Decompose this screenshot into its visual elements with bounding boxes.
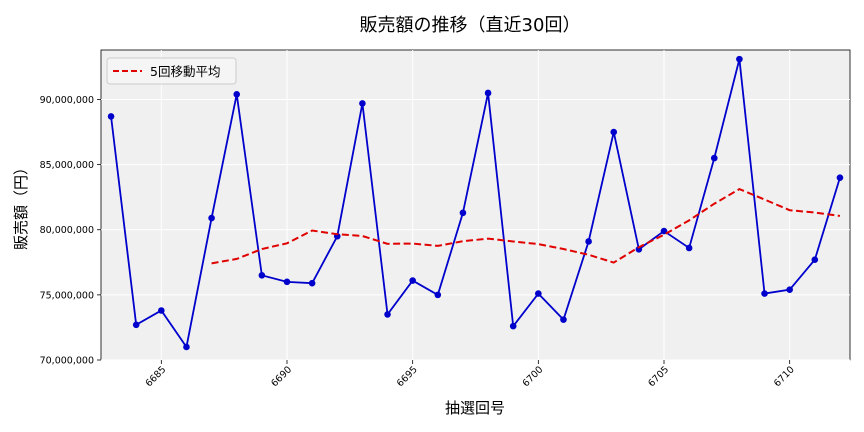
y-ticks: 70,000,000 75,000,000 80,000,000 85,000,000… [40,95,101,367]
y-tick-label: 75,000,000 [40,290,94,301]
y-tick-label: 80,000,000 [40,225,94,236]
sales-point [761,290,768,297]
moving-average-line [211,187,841,265]
sales-point [158,307,165,314]
legend: 5回移動平均 [106,57,237,85]
y-tick-label: 90,000,000 [40,95,94,106]
chart-title: 販売額の推移（直近30回） [360,15,581,36]
sales-point [384,311,391,318]
x-tick-label: 6695 [395,364,420,389]
legend-label-moving-average: 5回移動平均 [150,64,220,79]
series-layer [107,55,844,351]
sales-point [132,321,140,329]
x-ticks: 6685 6690 6695 6700 6705 6710 [144,360,797,389]
x-tick-label: 6685 [144,364,169,389]
sales-point [308,279,316,287]
sales-point [359,100,366,107]
x-tick-label: 6710 [772,364,797,389]
x-tick-label: 6705 [646,364,671,389]
sales-point [107,113,115,120]
sales-point [635,245,643,253]
plot-area [100,49,851,361]
sales-point [535,290,542,297]
sales-point [560,316,567,323]
sales-point [434,291,442,299]
sales-point [459,209,467,217]
legend-box [106,57,237,85]
x-axis-label: 抽選回号 [445,399,505,417]
sales-point [585,238,592,245]
sales-point [409,277,416,284]
sales-point [283,278,291,286]
y-axis-label: 販売額（円） [12,160,30,250]
sales-line [110,58,841,350]
sales-point [233,90,241,98]
sales-point [811,256,819,264]
x-tick-label: 6700 [521,364,546,389]
sales-point [836,174,844,181]
sales-point [258,272,266,279]
sales-point [484,89,492,97]
sales-point [685,244,693,252]
sales-point [208,214,215,222]
sales-point [509,322,517,330]
y-tick-label: 85,000,000 [40,160,94,171]
x-tick-label: 6690 [269,364,294,389]
sales-point [183,343,190,351]
sales-point [610,128,618,136]
sales-point [736,55,743,63]
sales-point [786,286,793,293]
sales-point [710,154,718,162]
y-tick-label: 70,000,000 [40,356,94,367]
